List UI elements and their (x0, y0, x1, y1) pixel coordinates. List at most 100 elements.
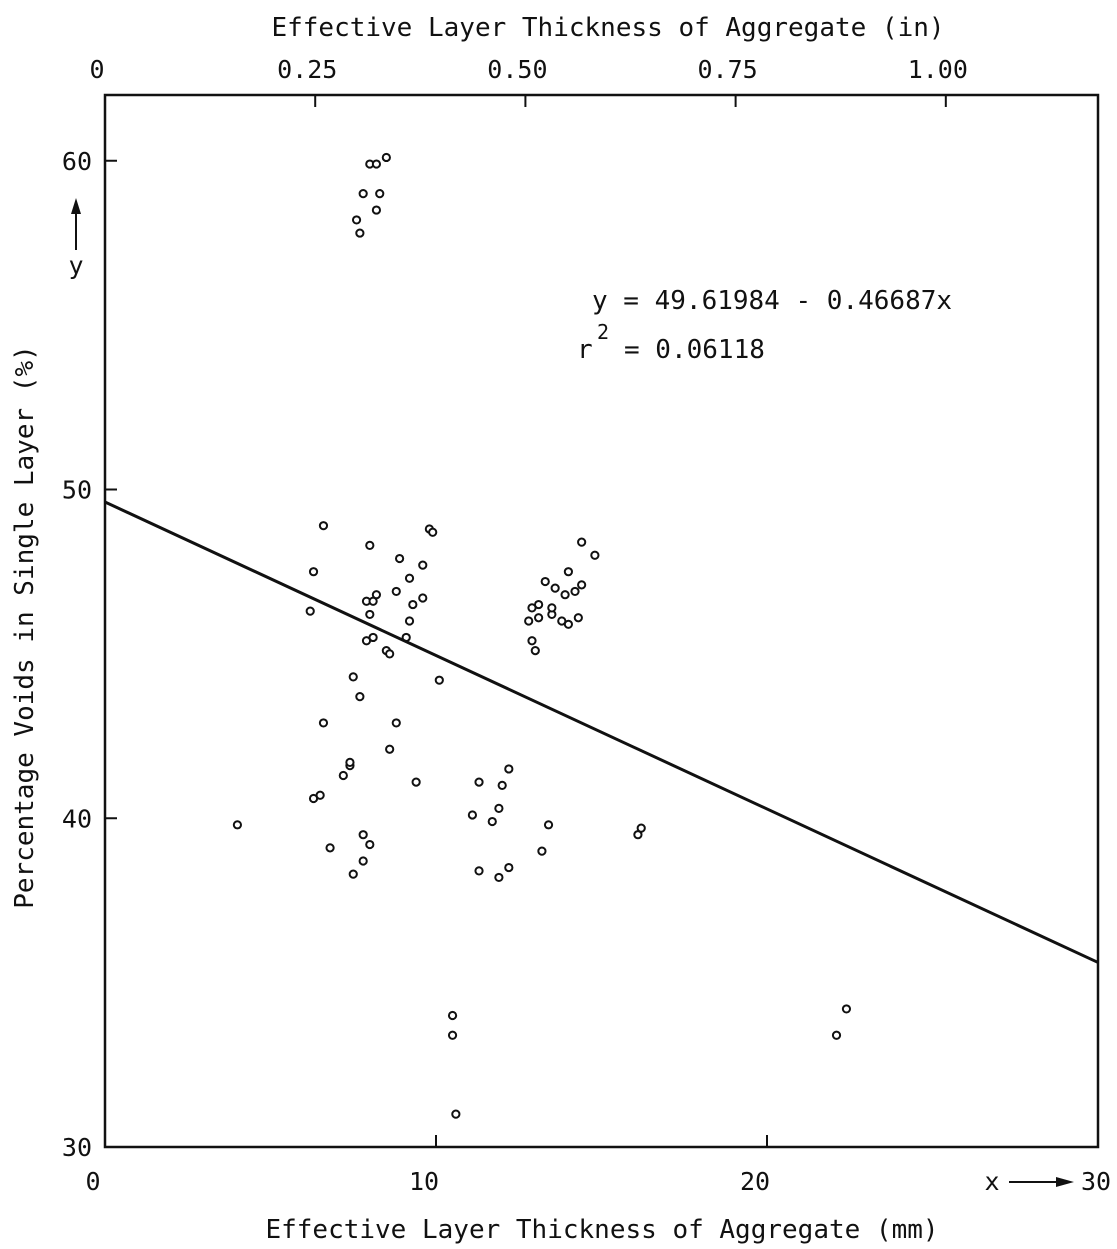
data-point (393, 719, 400, 726)
data-point (575, 614, 582, 621)
data-point (360, 190, 367, 197)
data-point (353, 216, 360, 223)
data-point (234, 821, 241, 828)
x2-tick-label: 0.75 (698, 55, 758, 84)
x-arrow-head (1056, 1177, 1074, 1187)
data-point (535, 601, 542, 608)
data-point (370, 634, 377, 641)
data-point (532, 647, 539, 654)
data-point (429, 529, 436, 536)
regression-line (105, 502, 1098, 962)
y-tick-label: 40 (62, 804, 92, 833)
data-point (406, 575, 413, 582)
y-arrow-head (71, 198, 81, 214)
data-point (356, 229, 363, 236)
data-point (552, 585, 559, 592)
data-point (373, 160, 380, 167)
data-point (310, 568, 317, 575)
data-point (525, 617, 532, 624)
tick-labels: 0 10 20 30 0 0.25 0.50 0.75 1.00 30 40 50 60 (62, 55, 1111, 1196)
data-point (320, 719, 327, 726)
x-tick-label: 0 (85, 1167, 100, 1196)
x2-tick-label: 0.25 (277, 55, 337, 84)
plot-area (105, 95, 1098, 1147)
data-point (406, 617, 413, 624)
data-point (548, 604, 555, 611)
data-point (366, 611, 373, 618)
data-point (542, 578, 549, 585)
data-point (360, 831, 367, 838)
data-point (565, 568, 572, 575)
data-point (340, 772, 347, 779)
data-point (419, 562, 426, 569)
data-point (565, 621, 572, 628)
tick-marks (105, 95, 1098, 1147)
data-point (505, 765, 512, 772)
data-point (578, 539, 585, 546)
data-point (833, 1032, 840, 1039)
data-point (591, 552, 598, 559)
data-point (436, 677, 443, 684)
x-tick-label: 10 (409, 1167, 439, 1196)
top-axis-title: Effective Layer Thickness of Aggregate (… (271, 13, 944, 43)
data-point (396, 555, 403, 562)
data-point (489, 818, 496, 825)
data-point (350, 871, 357, 878)
data-point (561, 591, 568, 598)
r-squared-superscript: 2 (597, 320, 609, 344)
data-point (366, 542, 373, 549)
data-point (578, 581, 585, 588)
data-point (373, 206, 380, 213)
y-tick-label: 30 (62, 1133, 92, 1162)
data-point (545, 821, 552, 828)
data-point (376, 190, 383, 197)
data-point (386, 650, 393, 657)
y-tick-label: 60 (62, 147, 92, 176)
data-point (326, 844, 333, 851)
data-point (475, 778, 482, 785)
x-arrow-label: x (984, 1167, 999, 1196)
data-point (409, 601, 416, 608)
y-axis-title: Percentage Voids in Single Layer (%) (10, 345, 40, 909)
r-squared-value: = 0.06118 (624, 335, 765, 365)
data-point (571, 588, 578, 595)
x2-tick-label: 1.00 (908, 55, 968, 84)
data-point (538, 848, 545, 855)
data-point (356, 693, 363, 700)
data-point (320, 522, 327, 529)
y-tick-label: 50 (62, 476, 92, 505)
data-point (843, 1005, 850, 1012)
y-axis-arrow: y (68, 198, 83, 280)
data-point (366, 841, 373, 848)
data-point (469, 811, 476, 818)
x-axis-arrow: x (984, 1167, 1074, 1196)
data-point (449, 1012, 456, 1019)
data-point (499, 782, 506, 789)
data-point (346, 759, 353, 766)
data-point (317, 792, 324, 799)
data-point (449, 1032, 456, 1039)
data-point (373, 591, 380, 598)
x-tick-label: 30 (1081, 1167, 1111, 1196)
bottom-axis-title: Effective Layer Thickness of Aggregate (… (265, 1215, 938, 1245)
data-point (350, 673, 357, 680)
data-point (528, 637, 535, 644)
data-point (638, 825, 645, 832)
regression-annotation: y = 49.61984 - 0.46687x r 2 = 0.06118 (577, 286, 952, 365)
data-point (413, 778, 420, 785)
regression-equation: y = 49.61984 - 0.46687x (592, 286, 952, 316)
data-point (452, 1111, 459, 1118)
y-arrow-label: y (68, 251, 83, 280)
plot-border (105, 95, 1098, 1147)
data-point (495, 805, 502, 812)
data-point (360, 857, 367, 864)
data-point (386, 746, 393, 753)
x2-tick-label: 0 (89, 55, 104, 84)
x2-tick-label: 0.50 (487, 55, 547, 84)
r-squared-label: r (577, 335, 593, 365)
data-point (383, 154, 390, 161)
x-tick-label: 20 (740, 1167, 770, 1196)
data-point (419, 594, 426, 601)
data-point (495, 874, 502, 881)
